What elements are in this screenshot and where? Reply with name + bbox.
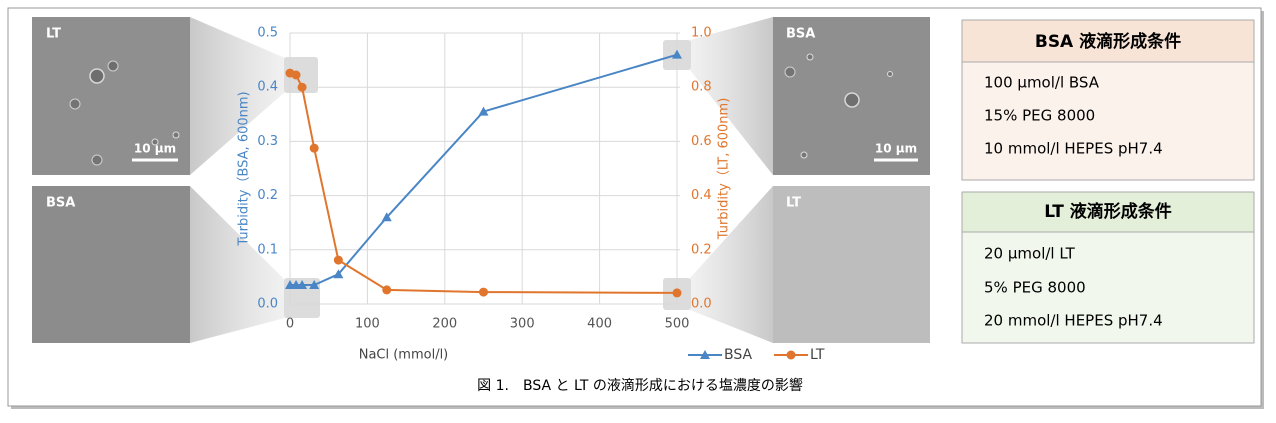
marker	[297, 280, 308, 290]
y-tick-label: 0.4	[257, 80, 278, 95]
condition-line: 20 mmol/l HEPES pH7.4	[984, 312, 1163, 330]
y2-tick-label: 0.2	[691, 242, 712, 257]
y2-tick-label: 0.8	[691, 80, 712, 95]
legend-marker	[700, 350, 710, 359]
marker	[672, 288, 682, 298]
marker	[309, 143, 319, 153]
x-tick-label: 100	[355, 317, 380, 332]
marker	[382, 285, 392, 295]
marker	[479, 287, 488, 297]
callout	[190, 17, 285, 175]
chart: 0 100 200 300 400 5000.00.10.20.30.40.50.00.2…	[237, 26, 825, 364]
condition-line: 20 μmol/l LT	[984, 245, 1076, 263]
y2-axis-label: Turbidity（LT, 600nm)	[717, 98, 732, 241]
y-tick-label: 0.0	[257, 297, 278, 312]
panel-label: LT	[786, 196, 801, 211]
condition-title: BSA 液滴形成条件	[1035, 31, 1181, 52]
y-tick-label: 0.3	[257, 134, 278, 149]
callout	[690, 17, 773, 175]
x-tick-label: 400	[587, 317, 612, 332]
y2-tick-label: 0.4	[691, 188, 712, 203]
callout	[190, 186, 285, 343]
y2-tick-label: 1.0	[691, 26, 712, 41]
highlight	[284, 57, 318, 93]
condition-line: 10 mmol/l HEPES pH7.4	[984, 140, 1163, 158]
condition-box: LT 液滴形成条件 20 μmol/l LT 5% PEG 8000 20 mm…	[961, 191, 1255, 344]
marker	[478, 106, 489, 116]
condition-line: 15% PEG 8000	[984, 107, 1095, 125]
y2-tick-label: 0.0	[691, 297, 712, 312]
panel-label: LT	[46, 27, 61, 42]
micrograph: BSA	[32, 186, 190, 343]
micrograph: BSA 10 μm	[773, 17, 930, 175]
x-tick-label: 200	[432, 317, 457, 332]
marker	[672, 49, 682, 59]
y-tick-label: 0.5	[257, 26, 278, 41]
caption: 図 1. BSA と LT の液滴形成における塩濃度の影響	[477, 377, 803, 394]
y-tick-label: 0.1	[257, 242, 278, 257]
marker	[333, 269, 344, 279]
micrograph: LT	[773, 186, 930, 343]
x-axis-label: NaCl (mmol/l)	[359, 348, 449, 363]
x-tick-label: 500	[665, 317, 690, 332]
panel-label: BSA	[46, 196, 75, 211]
y-axis-label: Turbidity（BSA, 600nm)	[237, 91, 252, 246]
scale-bar: 10 μm	[134, 142, 176, 156]
x-tick-label: 0	[286, 317, 294, 332]
marker	[291, 70, 301, 80]
scale-bar: 10 μm	[875, 142, 917, 156]
x-tick-label: 300	[510, 317, 535, 332]
condition-box: BSA 液滴形成条件 100 μmol/l BSA 15% PEG 8000 1…	[961, 19, 1255, 181]
condition-line: 5% PEG 8000	[984, 279, 1086, 297]
condition-line: 100 μmol/l BSA	[984, 74, 1100, 92]
callout	[690, 186, 773, 343]
legend-label: LT	[810, 347, 825, 363]
marker	[333, 255, 343, 265]
marker	[297, 82, 307, 92]
marker	[309, 280, 320, 290]
panel-label: BSA	[786, 27, 815, 42]
legend-marker	[786, 350, 796, 360]
micrograph: LT 10 μm	[32, 17, 190, 175]
marker	[381, 212, 392, 222]
condition-title: LT 液滴形成条件	[1044, 201, 1172, 222]
legend-label: BSA	[724, 347, 753, 363]
y2-tick-label: 0.6	[691, 134, 712, 149]
y-tick-label: 0.2	[257, 188, 278, 203]
